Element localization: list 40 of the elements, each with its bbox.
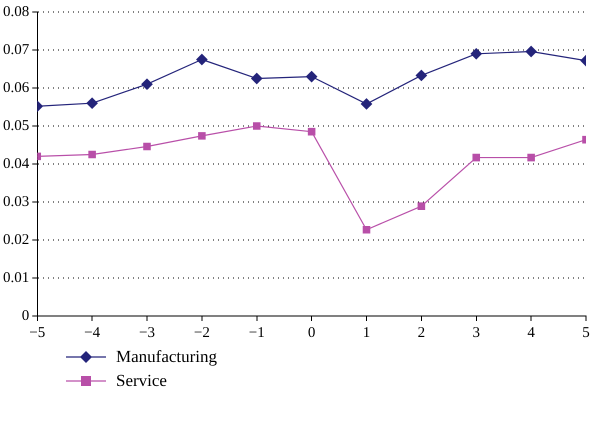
x-tick-label: −1: [248, 324, 265, 341]
point: [362, 226, 370, 234]
point: [88, 150, 96, 158]
y-tick-label: 0.02: [3, 232, 30, 248]
point: [141, 78, 153, 90]
point: [306, 71, 318, 82]
point: [251, 72, 262, 84]
x-tick-label: 2: [418, 324, 426, 341]
point: [143, 142, 151, 150]
legend-label: Manufacturing: [116, 347, 218, 367]
x-tick-label: 5: [582, 324, 590, 341]
point: [86, 98, 98, 109]
y-tick-label: 0.05: [3, 118, 30, 134]
point: [470, 48, 482, 60]
point: [360, 98, 372, 110]
y-tick-label: 0.08: [3, 4, 30, 20]
point: [308, 128, 316, 136]
y-tick-label: 0.04: [3, 156, 30, 172]
x-tick-label: 3: [472, 324, 480, 341]
point: [527, 154, 535, 162]
y-tick-label: 0.01: [3, 270, 30, 286]
x-tick-label: 4: [527, 324, 536, 341]
x-tick-label: −4: [84, 324, 101, 341]
x-tick-label: −3: [139, 324, 155, 341]
x-tick-label: 1: [362, 324, 370, 341]
x-tick-label: −5: [29, 324, 46, 341]
legend-label: Service: [116, 371, 167, 391]
x-tick-label: −2: [194, 324, 210, 341]
point: [472, 154, 480, 162]
point: [418, 202, 426, 210]
point: [198, 132, 206, 140]
point: [196, 54, 208, 66]
x-tick-label: 0: [308, 324, 316, 341]
point: [416, 70, 427, 82]
y-tick-label: 0.07: [3, 42, 30, 58]
point: [526, 46, 537, 58]
y-tick-label: 0.06: [3, 80, 30, 96]
point: [252, 122, 261, 130]
y-tick-label: 0: [22, 308, 30, 324]
y-tick-label: 0.03: [3, 194, 30, 210]
